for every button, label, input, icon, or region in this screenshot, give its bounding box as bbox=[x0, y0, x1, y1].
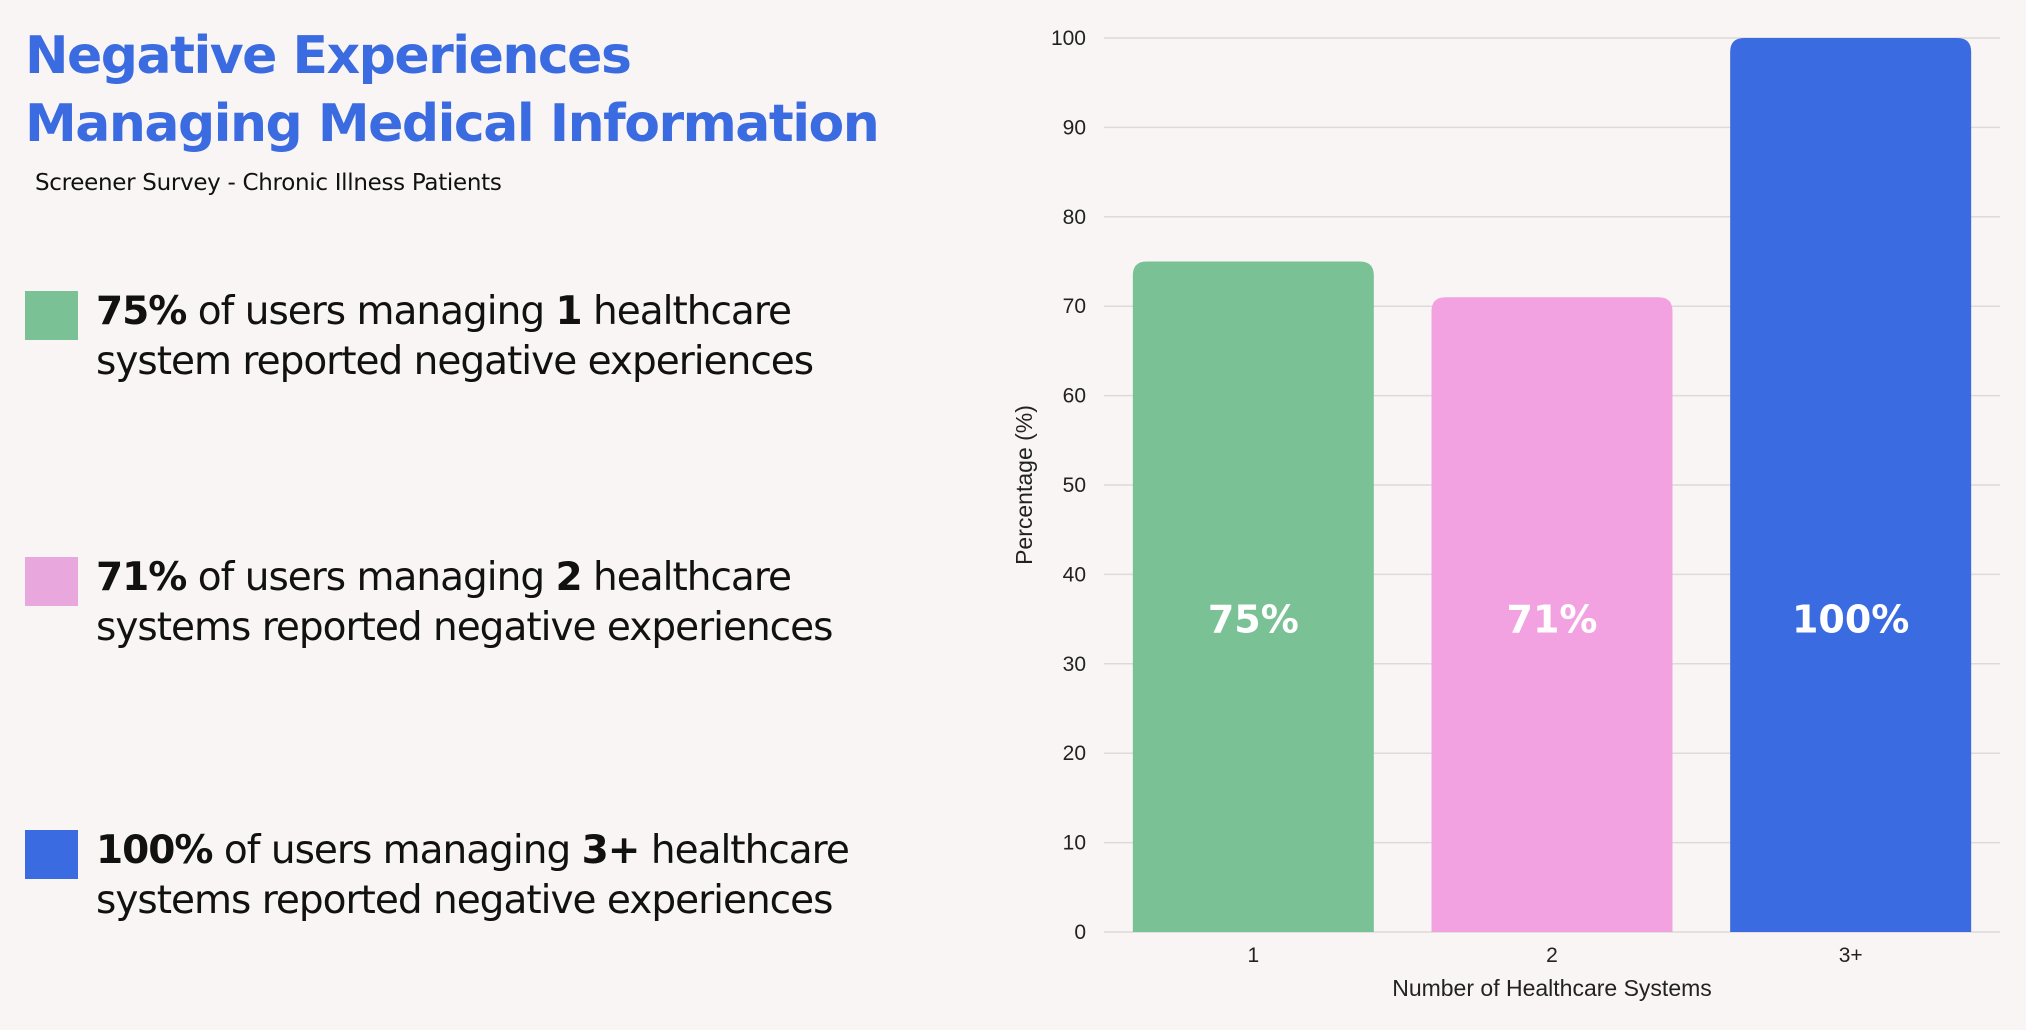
y-tick-label: 10 bbox=[1063, 832, 1086, 855]
y-tick-label: 0 bbox=[1074, 921, 1086, 944]
legend-text: 75% of users managing 1 healthcare syste… bbox=[96, 287, 916, 387]
legend-count: 1 bbox=[555, 289, 583, 334]
page-title: Negative Experiences Managing Medical In… bbox=[25, 22, 925, 158]
legend-text: 71% of users managing 2 healthcare syste… bbox=[96, 553, 916, 653]
y-axis-ticks: 0 10 20 30 40 50 60 70 80 90 100 bbox=[1051, 27, 1086, 944]
legend-text-line-1: 71% of users managing 2 healthcare bbox=[96, 553, 916, 603]
x-tick-label: 3+ bbox=[1839, 944, 1863, 967]
bar-1 bbox=[1132, 261, 1374, 932]
x-tick-label: 2 bbox=[1546, 944, 1558, 967]
legend-text-line-2: system reported negative experiences bbox=[96, 339, 814, 384]
legend-percent: 75% bbox=[96, 289, 187, 334]
legend-text-a: of users managing bbox=[186, 555, 556, 600]
legend-text-line-2: systems reported negative experiences bbox=[96, 605, 833, 650]
bar-2 bbox=[1431, 297, 1673, 932]
y-tick-label: 100 bbox=[1051, 27, 1086, 50]
legend-count: 2 bbox=[555, 555, 583, 600]
bar-data-label: 75% bbox=[1208, 598, 1299, 642]
legend-text-b: healthcare bbox=[581, 289, 792, 334]
legend-text-b: healthcare bbox=[581, 555, 792, 600]
legend-text-b: healthcare bbox=[639, 828, 850, 873]
bar-3+ bbox=[1730, 38, 1972, 932]
legend-swatch bbox=[25, 830, 78, 879]
legend-text-a: of users managing bbox=[212, 828, 582, 873]
legend-text-line-1: 100% of users managing 3+ healthcare bbox=[96, 826, 916, 876]
page-subtitle: Screener Survey - Chronic Illness Patien… bbox=[35, 170, 502, 196]
y-tick-label: 50 bbox=[1063, 474, 1086, 497]
legend-swatch bbox=[25, 291, 78, 340]
legend-item-3plus-systems: 100% of users managing 3+ healthcare sys… bbox=[25, 826, 925, 936]
legend-item-2-systems: 71% of users managing 2 healthcare syste… bbox=[25, 553, 925, 663]
legend-percent: 71% bbox=[96, 555, 187, 600]
legend-text-a: of users managing bbox=[186, 289, 556, 334]
legend-text: 100% of users managing 3+ healthcare sys… bbox=[96, 826, 916, 926]
legend-item-1-system: 75% of users managing 1 healthcare syste… bbox=[25, 287, 925, 397]
y-tick-label: 80 bbox=[1063, 206, 1086, 229]
legend-swatch bbox=[25, 557, 78, 606]
y-axis-title: Percentage (%) bbox=[1011, 405, 1037, 565]
y-tick-label: 40 bbox=[1063, 563, 1086, 586]
y-tick-label: 90 bbox=[1063, 116, 1086, 139]
legend-text-line-1: 75% of users managing 1 healthcare bbox=[96, 287, 916, 337]
y-tick-label: 20 bbox=[1063, 742, 1086, 765]
y-tick-label: 60 bbox=[1063, 385, 1086, 408]
legend-text-line-2: systems reported negative experiences bbox=[96, 878, 833, 923]
page-title-line-2: Managing Medical Information bbox=[25, 94, 880, 154]
bar-data-label: 100% bbox=[1792, 598, 1909, 642]
x-axis-ticks: 1 2 3+ bbox=[1247, 944, 1862, 967]
y-tick-label: 70 bbox=[1063, 295, 1086, 318]
x-axis-title: Number of Healthcare Systems bbox=[1392, 975, 1712, 1001]
legend-count: 3+ bbox=[581, 828, 641, 873]
x-tick-label: 1 bbox=[1247, 944, 1259, 967]
page-title-line-1: Negative Experiences bbox=[25, 26, 632, 86]
legend-percent: 100% bbox=[96, 828, 213, 873]
y-tick-label: 30 bbox=[1063, 653, 1086, 676]
bar-data-label: 71% bbox=[1507, 598, 1598, 642]
bars: 75% 71% 100% bbox=[1132, 38, 1972, 932]
